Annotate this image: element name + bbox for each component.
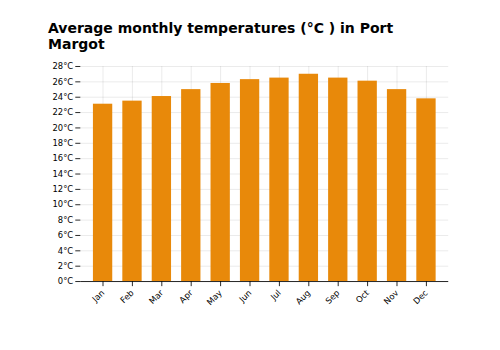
svg-text:24°C: 24°C [52, 92, 73, 102]
svg-text:18°C: 18°C [52, 138, 73, 148]
svg-text:4°C: 4°C [58, 246, 74, 256]
svg-text:28°C: 28°C [52, 61, 73, 71]
svg-text:May: May [205, 288, 224, 307]
svg-text:20°C: 20°C [52, 123, 73, 133]
svg-text:2°C: 2°C [58, 261, 74, 271]
svg-text:Sep: Sep [323, 288, 341, 306]
svg-text:Jun: Jun [236, 288, 253, 305]
svg-text:Oct: Oct [354, 287, 372, 305]
svg-text:Mar: Mar [147, 287, 166, 306]
html-text:Average monthly temperatures (: Average monthly temperatures (°C ) in Po… [48, 20, 394, 52]
svg-text:Nov: Nov [382, 288, 401, 307]
svg-text:6°C: 6°C [58, 230, 74, 240]
svg-text:Dec: Dec [411, 287, 430, 306]
svg-text:22°C: 22°C [52, 107, 73, 117]
svg-text:8°C: 8°C [58, 215, 74, 225]
svg-text:Aug: Aug [293, 288, 312, 307]
svg-text:Feb: Feb [118, 288, 136, 306]
svg-text:16°C: 16°C [52, 153, 73, 163]
svg-text:14°C: 14°C [52, 169, 73, 179]
svg-text:Jul: Jul [268, 288, 283, 303]
svg-text:12°C: 12°C [52, 184, 73, 194]
svg-text:0°C: 0°C [58, 276, 74, 286]
svg-text:Jan: Jan [89, 288, 106, 305]
svg-text:Apr: Apr [177, 287, 195, 305]
svg-text:26°C: 26°C [52, 77, 73, 87]
svg-text:10°C: 10°C [52, 199, 73, 209]
